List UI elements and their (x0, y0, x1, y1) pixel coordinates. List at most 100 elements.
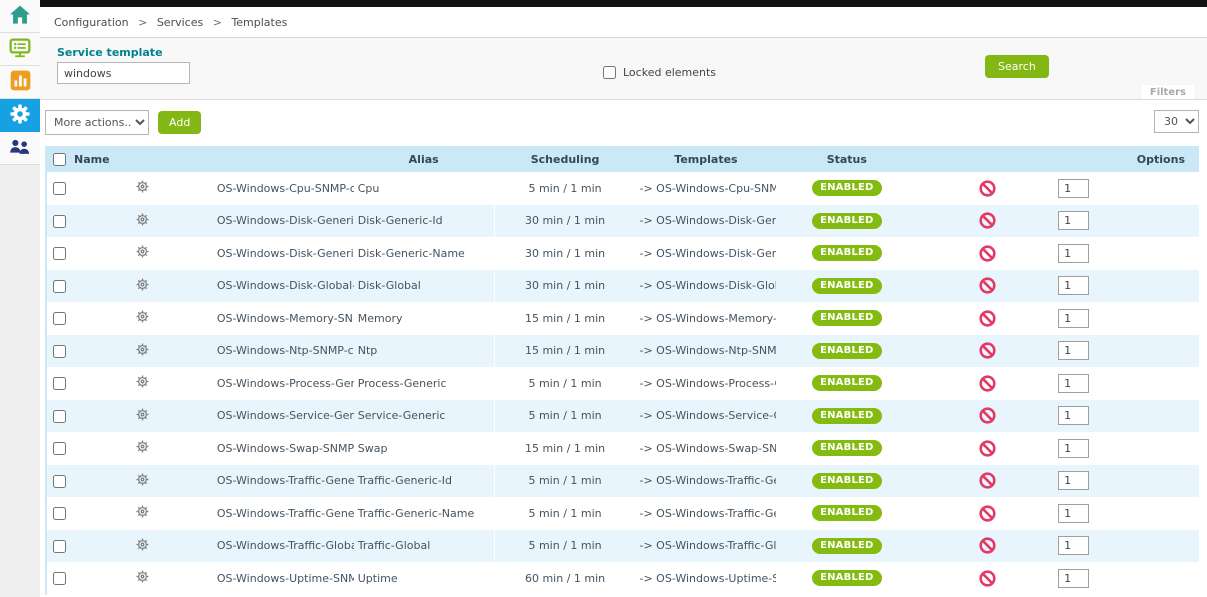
search-button[interactable]: Search (985, 55, 1049, 78)
template-name-link[interactable]: OS-Windows-Traffic-Generic-Id-SNMP-custo… (216, 474, 354, 488)
options-input[interactable] (1058, 341, 1090, 361)
row-checkbox[interactable] (53, 474, 66, 488)
status-badge[interactable]: ENABLED (812, 537, 882, 554)
service-gear-icon (136, 343, 149, 359)
template-name-link[interactable]: OS-Windows-Cpu-SNMP-custom (216, 181, 354, 195)
service-gear-icon (136, 408, 149, 424)
column-header-scheduling[interactable]: Scheduling (494, 146, 636, 172)
status-badge[interactable]: ENABLED (812, 342, 882, 359)
sidebar-item-reporting[interactable] (0, 66, 40, 99)
status-badge[interactable]: ENABLED (812, 472, 882, 489)
template-name-link[interactable]: OS-Windows-Disk-Generic-Name-SNMP-custom (216, 246, 354, 260)
breadcrumb-templates[interactable]: Templates (231, 15, 288, 29)
row-checkbox[interactable] (53, 344, 66, 358)
template-name-link[interactable]: OS-Windows-Traffic-Global-SNMP-custom (216, 539, 354, 553)
column-header-templates[interactable]: Templates (635, 146, 777, 172)
status-badge[interactable]: ENABLED (812, 277, 882, 294)
page-size-select[interactable]: 30 (1154, 110, 1199, 133)
status-badge[interactable]: ENABLED (812, 440, 882, 457)
column-header-status[interactable]: Status (776, 146, 918, 172)
status-badge[interactable]: ENABLED (812, 245, 882, 262)
options-input[interactable] (1058, 568, 1090, 588)
status-badge[interactable]: ENABLED (812, 505, 882, 522)
ban-icon[interactable] (979, 440, 996, 457)
row-checkbox[interactable] (53, 409, 66, 423)
status-badge[interactable]: ENABLED (812, 310, 882, 327)
template-name-link[interactable]: OS-Windows-Traffic-Generic-Name-SNMP-cus… (216, 506, 354, 520)
options-input[interactable] (1058, 211, 1090, 231)
ban-icon[interactable] (979, 245, 996, 262)
template-name-link[interactable]: OS-Windows-Uptime-SNMP-custom (216, 571, 354, 585)
select-all-checkbox[interactable] (53, 152, 66, 166)
filters-label[interactable]: Filters (1141, 85, 1194, 99)
options-input[interactable] (1058, 276, 1090, 296)
template-name-link[interactable]: OS-Windows-Swap-SNMP-custom (216, 441, 354, 455)
ban-icon[interactable] (979, 407, 996, 424)
template-name-link[interactable]: OS-Windows-Disk-Global-SNMP-custom (216, 279, 354, 293)
template-scheduling-cell: 60 min / 1 min (524, 571, 606, 585)
ban-icon[interactable] (979, 505, 996, 522)
row-checkbox[interactable] (53, 507, 66, 520)
service-template-input[interactable] (57, 62, 190, 84)
sidebar-item-home[interactable] (0, 0, 40, 33)
ban-icon[interactable] (979, 472, 996, 489)
template-name-link[interactable]: OS-Windows-Disk-Generic-Id-SNMP-custom (216, 214, 354, 228)
status-badge[interactable]: ENABLED (812, 570, 882, 587)
options-input[interactable] (1058, 373, 1090, 393)
row-checkbox[interactable] (53, 279, 66, 293)
column-header-alias[interactable]: Alias (353, 146, 495, 172)
table-row: OS-Windows-Traffic-Generic-Id-SNMP-custo… (46, 464, 1199, 497)
ban-icon[interactable] (979, 180, 996, 197)
row-checkbox[interactable] (53, 312, 66, 325)
options-input[interactable] (1058, 438, 1090, 458)
row-gear-cell (72, 205, 213, 238)
ban-icon[interactable] (979, 277, 996, 294)
options-input[interactable] (1058, 406, 1090, 426)
template-name-cell: OS-Windows-Disk-Global-SNMP-custom (213, 270, 354, 303)
template-name-link[interactable]: OS-Windows-Memory-SNMP-custom (216, 311, 354, 325)
row-gear-cell (72, 302, 213, 335)
options-input[interactable] (1058, 503, 1090, 523)
row-select-cell (46, 172, 72, 205)
row-select-cell (46, 530, 72, 563)
ban-icon[interactable] (979, 570, 996, 587)
column-header-name[interactable]: Name (72, 146, 354, 172)
row-gear-cell (72, 172, 213, 205)
ban-icon[interactable] (979, 212, 996, 229)
row-checkbox[interactable] (53, 214, 66, 228)
sidebar-item-administration[interactable] (0, 132, 40, 165)
add-button[interactable]: Add (158, 111, 202, 134)
ban-icon[interactable] (979, 537, 996, 554)
row-checkbox[interactable] (53, 539, 66, 553)
options-input[interactable] (1058, 178, 1090, 198)
row-checkbox[interactable] (53, 377, 66, 390)
ban-icon[interactable] (979, 342, 996, 359)
row-checkbox[interactable] (53, 442, 66, 455)
template-name-link[interactable]: OS-Windows-Process-Generic-SNMP-custom (216, 376, 354, 390)
breadcrumb-services[interactable]: Services (156, 15, 204, 29)
row-select-cell (46, 367, 72, 400)
ban-icon[interactable] (979, 310, 996, 327)
row-checkbox[interactable] (53, 572, 66, 585)
options-input[interactable] (1058, 243, 1090, 263)
row-checkbox[interactable] (53, 182, 66, 195)
options-input[interactable] (1058, 471, 1090, 491)
row-select-cell (46, 335, 72, 368)
more-actions-select[interactable]: More actions... (45, 110, 149, 135)
sidebar-item-monitoring[interactable] (0, 33, 40, 66)
status-badge[interactable]: ENABLED (812, 180, 882, 197)
row-checkbox[interactable] (53, 247, 66, 260)
status-badge[interactable]: ENABLED (812, 375, 882, 392)
template-name-link[interactable]: OS-Windows-Ntp-SNMP-custom (216, 344, 354, 358)
row-options-cell (1058, 302, 1199, 335)
template-status-cell: ENABLED (776, 302, 917, 335)
ban-icon[interactable] (979, 375, 996, 392)
status-badge[interactable]: ENABLED (812, 407, 882, 424)
template-name-link[interactable]: OS-Windows-Service-Generic-SNMP-custom (216, 409, 354, 423)
options-input[interactable] (1058, 536, 1090, 556)
breadcrumb-configuration[interactable]: Configuration (54, 15, 129, 29)
options-input[interactable] (1058, 308, 1090, 328)
sidebar-item-configuration[interactable] (0, 99, 40, 132)
status-badge[interactable]: ENABLED (812, 212, 882, 229)
locked-elements-checkbox[interactable] (603, 66, 616, 79)
